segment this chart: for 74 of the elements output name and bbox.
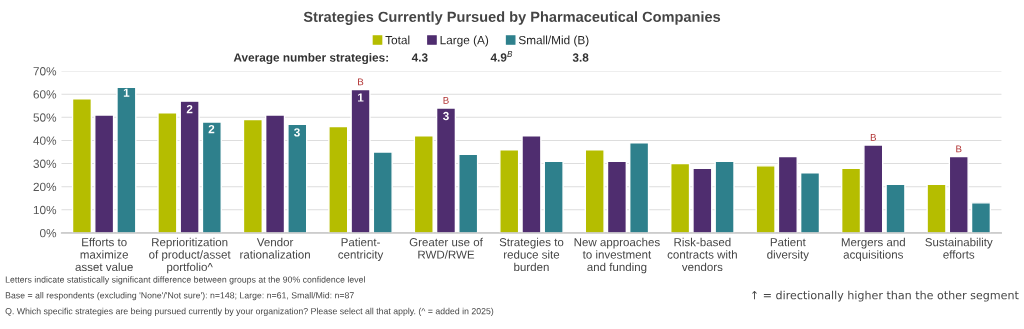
y-tick-label: 20%: [33, 182, 57, 192]
bar: [116, 86, 137, 233]
x-tick-label: Strategies to reduce site burden: [499, 237, 564, 272]
bar: [328, 125, 349, 233]
bar: [179, 100, 200, 233]
bar: [435, 107, 457, 233]
bar: [692, 167, 713, 233]
bar: [94, 114, 115, 233]
text: 3.8: [572, 53, 589, 62]
y-tick-label: 70%: [33, 67, 57, 76]
annotation: 3: [442, 111, 449, 121]
legend-label: Large (A): [440, 35, 489, 47]
y-tick-label: 60%: [33, 90, 57, 99]
bar: [350, 88, 371, 233]
y-tick-label: 0%: [39, 228, 57, 238]
text: Letters indicate statistically significant difference between groups at the 90% confidence level: [5, 276, 365, 285]
x-tick-label: Reprioritization of product/asset portfolio^: [149, 237, 231, 274]
bar: [413, 135, 434, 233]
y-tick-label: 10%: [33, 205, 57, 215]
bar: [201, 121, 222, 233]
chart-title: Strategies Currently Pursued by Pharmaceutical Companies: [303, 11, 721, 25]
bar: [714, 160, 735, 233]
bar: [606, 160, 628, 233]
bar: [287, 123, 308, 233]
x-tick-label: Vendor rationalization: [240, 237, 310, 259]
annotation: B: [443, 97, 449, 104]
x-tick-label: Mergers and acquisitions: [841, 237, 905, 261]
annotation: 2: [208, 124, 215, 134]
x-tick-label: Patient- centricity: [338, 237, 384, 261]
y-tick-label: 30%: [33, 159, 57, 168]
bar: [948, 155, 969, 233]
bar: [885, 183, 906, 233]
annotation: 1: [123, 88, 130, 97]
bar: [926, 183, 947, 233]
text: 4.9$^{B}$: [490, 50, 513, 62]
bar: [777, 155, 798, 233]
annotation: B: [870, 134, 877, 141]
annotation: 2: [186, 104, 193, 114]
bar: [521, 135, 542, 233]
bar: [499, 148, 520, 233]
legend-label: Small/Mid (B): [518, 35, 589, 47]
text: Average number strategies:: [233, 53, 388, 65]
text: Q. Which specific strategies are being pursued currently by your organization? Please select all that apply. (^ = added in 2025): [5, 307, 494, 316]
y-tick-label: 50%: [33, 113, 57, 122]
annotation: B: [956, 145, 962, 153]
bar: [629, 142, 650, 233]
bar: [840, 167, 862, 233]
bar: [372, 151, 393, 233]
bar: [755, 165, 776, 233]
bar: [157, 111, 178, 233]
bar: [799, 172, 821, 233]
text: Base = all respondents (excluding 'None'/'Not sure'): n=148; Large: n=61, Small/Mid: n=87: [5, 292, 354, 301]
bar: [670, 162, 691, 233]
bar: [71, 98, 93, 233]
bar: [543, 160, 564, 233]
annotation: 3: [294, 128, 300, 137]
bar: [458, 153, 479, 233]
bar: [970, 202, 992, 233]
x-tick-label: Sustainability efforts: [925, 237, 993, 259]
annotation: B: [358, 78, 364, 86]
y-tick-label: 40%: [33, 136, 57, 145]
x-tick-label: Risk-based contracts with vendors: [667, 237, 737, 272]
annotation: 1: [358, 93, 364, 102]
text: ↑ = directionally higher than the other segment: [752, 290, 1019, 302]
bar: [264, 114, 286, 233]
x-tick-label: Efforts to maximize asset value: [75, 237, 133, 272]
legend-label: Total: [385, 35, 410, 45]
bar: [242, 118, 263, 233]
x-tick-label: Greater use of RWD/RWE: [409, 237, 483, 259]
bar: [584, 148, 605, 233]
x-tick-label: New approaches to investment and funding: [574, 237, 660, 274]
text: 4.3: [411, 53, 428, 62]
x-tick-label: Patient diversity: [767, 237, 809, 261]
bar: [863, 144, 884, 233]
